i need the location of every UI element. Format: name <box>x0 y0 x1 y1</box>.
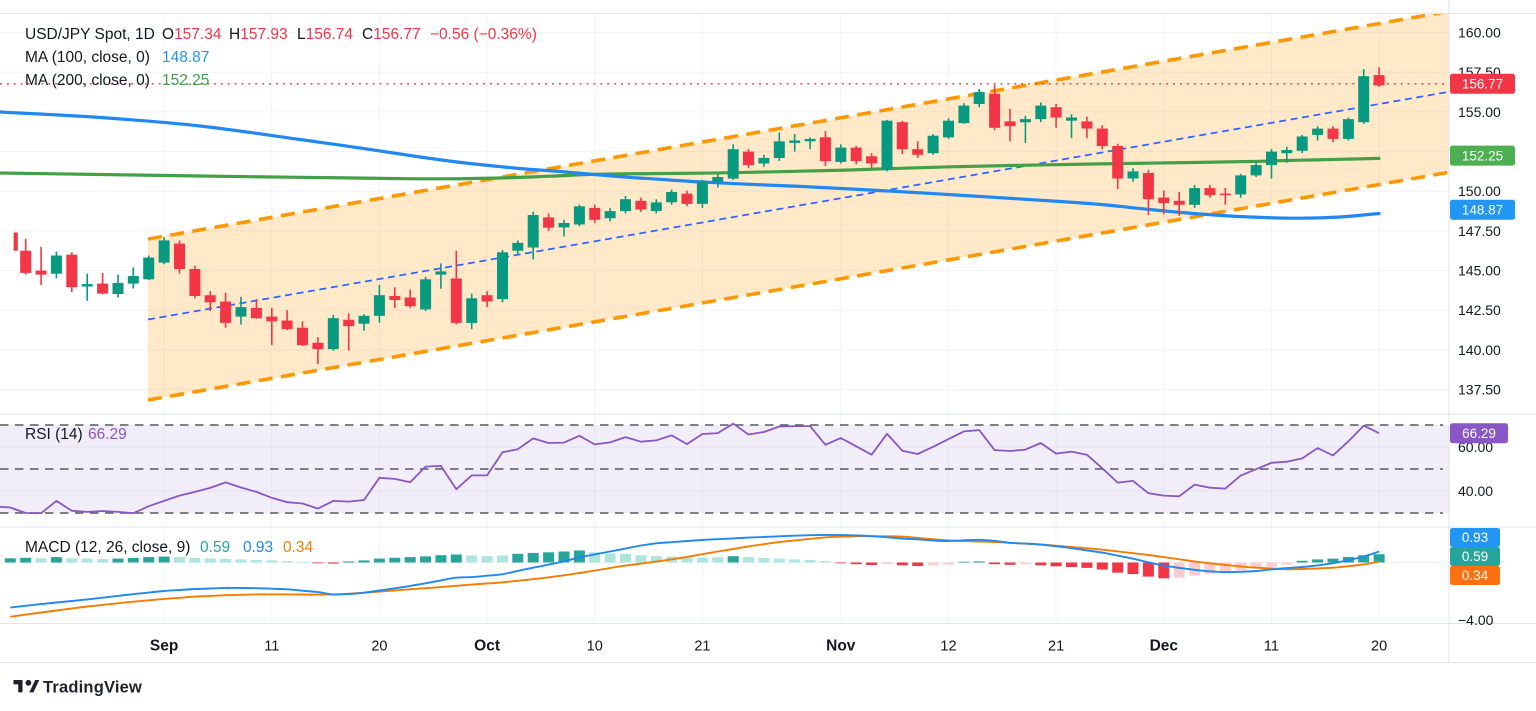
svg-text:MACD (12, 26, close, 9): MACD (12, 26, close, 9) <box>25 539 190 556</box>
svg-text:152.25: 152.25 <box>1462 148 1503 163</box>
svg-text:152.25: 152.25 <box>162 72 209 89</box>
svg-text:142.50: 142.50 <box>1458 302 1501 318</box>
svg-text:156.77: 156.77 <box>1462 77 1503 92</box>
svg-text:0.93: 0.93 <box>1462 530 1488 545</box>
svg-text:148.87: 148.87 <box>1462 202 1503 217</box>
svg-text:10: 10 <box>587 639 603 655</box>
svg-text:0.34: 0.34 <box>1462 568 1489 583</box>
svg-text:148.87: 148.87 <box>162 49 209 66</box>
svg-text:155.00: 155.00 <box>1458 104 1501 120</box>
svg-text:12: 12 <box>940 639 956 655</box>
svg-text:MA (100, close, 0): MA (100, close, 0) <box>25 49 150 66</box>
svg-text:145.00: 145.00 <box>1458 263 1501 279</box>
svg-text:USD/JPY Spot, 1D: USD/JPY Spot, 1D <box>25 26 155 43</box>
svg-text:160.00: 160.00 <box>1458 25 1501 41</box>
svg-text:150.00: 150.00 <box>1458 183 1501 199</box>
svg-text:66.29: 66.29 <box>88 426 127 443</box>
svg-text:66.29: 66.29 <box>1462 426 1496 441</box>
svg-text:C156.77: C156.77 <box>362 26 421 43</box>
svg-text:147.50: 147.50 <box>1458 223 1501 239</box>
svg-text:0.59: 0.59 <box>1462 549 1488 564</box>
svg-text:20: 20 <box>371 639 387 655</box>
svg-text:RSI (14): RSI (14) <box>25 426 83 443</box>
svg-text:0.34: 0.34 <box>283 539 314 556</box>
svg-text:H157.93: H157.93 <box>229 26 288 43</box>
svg-text:0.59: 0.59 <box>200 539 230 556</box>
svg-text:MA (200, close, 0): MA (200, close, 0) <box>25 72 150 89</box>
svg-text:L156.74: L156.74 <box>297 26 353 43</box>
svg-text:−4.00: −4.00 <box>1458 612 1494 628</box>
svg-text:140.00: 140.00 <box>1458 342 1501 358</box>
svg-text:20: 20 <box>1371 639 1387 655</box>
svg-text:21: 21 <box>694 639 710 655</box>
svg-text:Sep: Sep <box>150 638 178 655</box>
svg-text:Oct: Oct <box>474 638 500 655</box>
svg-text:−0.56 (−0.36%): −0.56 (−0.36%) <box>430 26 537 43</box>
svg-text:11: 11 <box>1264 639 1279 655</box>
svg-text:11: 11 <box>264 639 279 655</box>
svg-text:137.50: 137.50 <box>1458 382 1501 398</box>
svg-text:O157.34: O157.34 <box>162 26 222 43</box>
svg-text:TradingView: TradingView <box>43 679 142 697</box>
svg-text:21: 21 <box>1048 639 1064 655</box>
svg-text:0.93: 0.93 <box>243 539 273 556</box>
svg-text:Nov: Nov <box>826 638 856 655</box>
svg-text:40.00: 40.00 <box>1458 483 1493 499</box>
svg-text:Dec: Dec <box>1150 638 1179 655</box>
